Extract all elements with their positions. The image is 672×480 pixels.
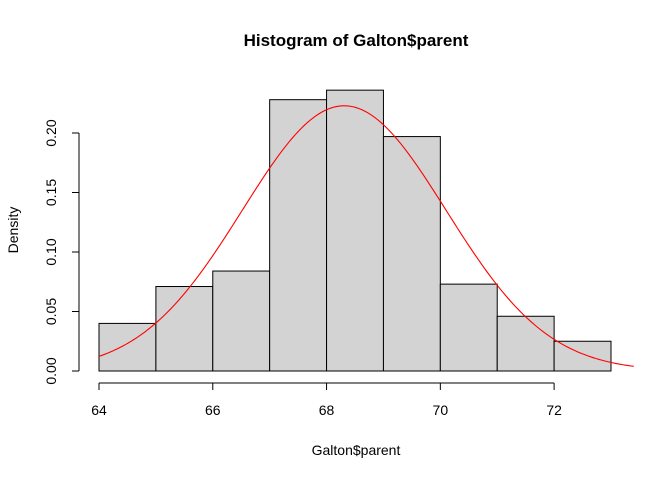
y-tick-label-0.05: 0.05 <box>43 298 59 325</box>
histogram-bar-2 <box>155 286 214 372</box>
x-tick-label-66: 66 <box>205 402 221 418</box>
x-tick-label-68: 68 <box>319 402 335 418</box>
chart-title: Histogram of Galton$parent <box>244 31 469 50</box>
normal-density-curve <box>98 105 634 367</box>
y-axis: 0.00 0.05 0.10 0.15 0.20 <box>43 119 80 385</box>
histogram-bar-4 <box>269 99 328 372</box>
histogram-bar-9 <box>553 340 612 372</box>
y-tick-label-0.00: 0.00 <box>43 357 59 384</box>
x-axis-label: Galton$parent <box>312 442 401 458</box>
y-axis-label: Density <box>5 207 21 254</box>
histogram-bar-7 <box>439 283 498 372</box>
x-tick-label-70: 70 <box>433 402 449 418</box>
bars-group <box>98 89 612 372</box>
x-tick-label-72: 72 <box>546 402 562 418</box>
histogram-bar-3 <box>212 270 271 372</box>
histogram-bar-8 <box>496 315 555 372</box>
x-axis: 64 66 68 70 72 <box>91 382 562 418</box>
histogram-bar-5 <box>326 89 384 372</box>
y-tick-label-0.20: 0.20 <box>43 119 59 146</box>
y-tick-label-0.10: 0.10 <box>43 238 59 265</box>
y-tick-label-0.15: 0.15 <box>43 179 59 206</box>
histogram-bar-6 <box>382 136 441 372</box>
x-tick-label-64: 64 <box>91 402 107 418</box>
